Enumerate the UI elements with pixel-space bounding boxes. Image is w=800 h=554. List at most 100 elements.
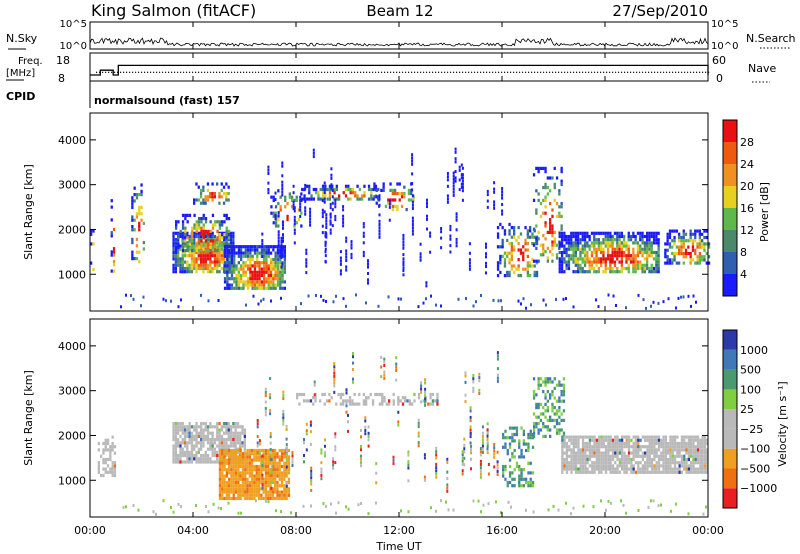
nave-dot <box>273 71 275 73</box>
heatmap-cell <box>367 431 370 435</box>
heatmap-cell <box>417 396 421 400</box>
heatmap-cell <box>684 239 688 243</box>
heatmap-cell <box>274 270 277 274</box>
heatmap-cell <box>228 245 231 249</box>
heatmap-cell <box>455 218 458 222</box>
nave-dot <box>429 71 431 73</box>
heatmap-cell <box>92 267 95 272</box>
heatmap-cell <box>319 399 322 403</box>
heatmap-cell <box>632 234 635 239</box>
heatmap-cell <box>527 471 530 475</box>
heatmap-cell <box>181 254 184 258</box>
heatmap-cell <box>174 241 177 245</box>
heatmap-cell <box>249 277 252 281</box>
heatmap-cell <box>193 447 196 451</box>
heatmap-cell <box>469 415 472 419</box>
heatmap-cell <box>260 458 263 462</box>
heatmap-cell <box>251 273 254 278</box>
heatmap-cell <box>334 432 337 436</box>
heatmap-cell <box>632 445 635 449</box>
heatmap-cell <box>627 451 631 455</box>
heatmap-cell <box>411 172 414 176</box>
heatmap-cell <box>410 192 413 196</box>
heatmap-cell <box>236 450 240 454</box>
heatmap-cell <box>593 464 596 468</box>
heatmap-cell <box>698 251 701 256</box>
heatmap-cell <box>553 243 556 247</box>
heatmap-cell <box>225 198 228 202</box>
heatmap-cell <box>445 500 447 504</box>
velocity-colorbar-swatch <box>723 428 737 449</box>
heatmap-cell <box>174 260 177 264</box>
heatmap-cell <box>486 205 489 209</box>
heatmap-cell <box>577 457 580 462</box>
heatmap-cell <box>225 490 228 494</box>
heatmap-cell <box>375 471 378 475</box>
heatmap-cell <box>382 185 385 189</box>
heatmap-cell <box>417 418 420 422</box>
heatmap-cell <box>261 239 264 242</box>
heatmap-cell <box>597 270 600 274</box>
nave-dot <box>420 71 422 73</box>
heatmap-cell <box>249 280 252 284</box>
heatmap-cell <box>600 231 603 235</box>
heatmap-cell <box>269 261 273 265</box>
heatmap-cell <box>544 434 547 438</box>
heatmap-cell <box>535 425 538 429</box>
heatmap-cell <box>277 236 280 240</box>
heatmap-cell <box>502 445 505 449</box>
heatmap-cell <box>511 439 514 443</box>
heatmap-cell <box>655 467 658 471</box>
heatmap-cell <box>206 198 210 202</box>
heatmap-cell <box>239 448 242 453</box>
heatmap-cell <box>595 241 598 245</box>
heatmap-cell <box>315 294 317 297</box>
heatmap-cell <box>657 454 661 458</box>
heatmap-cell <box>111 464 114 468</box>
heatmap-cell <box>174 457 177 461</box>
heatmap-cell <box>558 266 561 271</box>
heatmap-cell <box>193 234 196 239</box>
heatmap-cell <box>262 487 265 491</box>
heatmap-cell <box>227 428 230 432</box>
heatmap-cell <box>244 490 247 494</box>
heatmap-cell <box>235 273 238 278</box>
heatmap-cell <box>572 457 575 462</box>
heatmap-cell <box>281 187 284 191</box>
heatmap-cell <box>283 257 286 262</box>
heatmap-cell <box>402 266 405 270</box>
heatmap-cell <box>276 487 279 491</box>
heatmap-cell <box>486 422 489 426</box>
heatmap-cell <box>211 231 214 235</box>
time-tick-label: 12:00 <box>383 524 415 537</box>
heatmap-cell <box>267 477 270 481</box>
heatmap-cell <box>253 496 256 501</box>
heatmap-cell <box>698 229 701 233</box>
heatmap-cell <box>287 490 291 494</box>
heatmap-cell <box>518 477 521 481</box>
heatmap-cell <box>597 244 600 248</box>
heatmap-cell <box>261 457 264 461</box>
heatmap-cell <box>584 448 587 452</box>
heatmap-cell <box>281 190 284 194</box>
heatmap-cell <box>228 286 231 290</box>
heatmap-cell <box>570 247 573 251</box>
heatmap-cell <box>449 234 452 238</box>
heatmap-cell <box>602 254 605 258</box>
heatmap-cell <box>647 505 650 509</box>
heatmap-cell <box>666 235 669 240</box>
heatmap-cell <box>97 464 100 468</box>
heatmap-cell <box>253 468 256 472</box>
heatmap-cell <box>204 201 207 205</box>
heatmap-cell <box>345 391 348 395</box>
heatmap-cell <box>666 255 669 259</box>
heatmap-cell <box>186 454 189 458</box>
heatmap-cell <box>609 270 612 274</box>
heatmap-cell <box>330 183 333 187</box>
heatmap-cell <box>690 464 693 468</box>
heatmap-cell <box>671 457 674 462</box>
heatmap-cell <box>260 283 263 287</box>
heatmap-cell <box>565 470 569 474</box>
heatmap-cell <box>600 241 603 245</box>
heatmap-cell <box>339 256 342 260</box>
